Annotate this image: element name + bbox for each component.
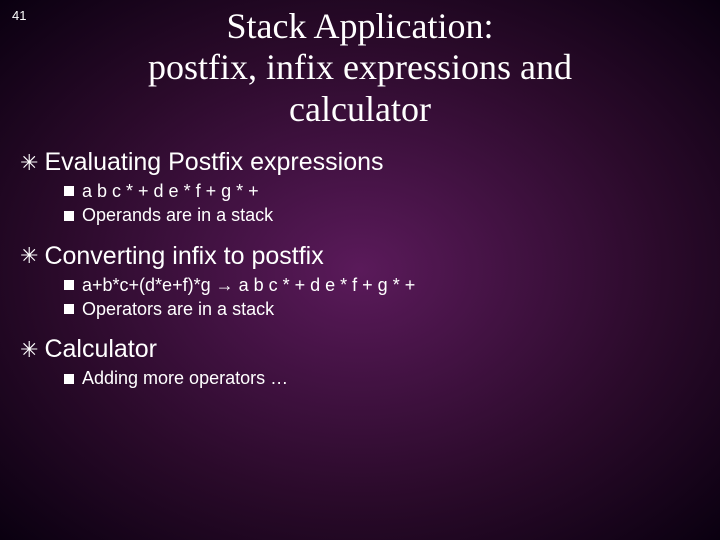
square-icon xyxy=(64,374,74,384)
subbullet-text: a b c * + d e * f + g * + xyxy=(82,179,259,203)
subbullet-text: Operands are in a stack xyxy=(82,203,273,227)
bullet-converting: ✳ Converting infix to postfix xyxy=(20,242,720,271)
bullet-label: Converting infix to postfix xyxy=(44,242,323,271)
list-item: Operands are in a stack xyxy=(64,203,720,227)
asterisk-icon: ✳ xyxy=(20,245,38,267)
square-icon xyxy=(64,211,74,221)
bullet-calculator: ✳ Calculator xyxy=(20,335,720,364)
bullet-label: Evaluating Postfix expressions xyxy=(44,148,383,177)
subbullet-text: a+b*c+(d*e+f)*g → a b c * + d e * f + g … xyxy=(82,273,415,297)
list-item: a b c * + d e * f + g * + xyxy=(64,179,720,203)
title-line-1: Stack Application: xyxy=(227,6,494,46)
slide-content: ✳ Evaluating Postfix expressions a b c *… xyxy=(0,148,720,390)
slide-number: 41 xyxy=(12,8,26,23)
subbullet-text: Adding more operators … xyxy=(82,366,288,390)
square-icon xyxy=(64,280,74,290)
asterisk-icon: ✳ xyxy=(20,152,38,174)
subbullets-calculator: Adding more operators … xyxy=(20,366,720,390)
subbullets-evaluating: a b c * + d e * f + g * + Operands are i… xyxy=(20,179,720,228)
title-line-2: postfix, infix expressions and xyxy=(148,47,572,87)
bullet-label: Calculator xyxy=(44,335,157,364)
list-item: Adding more operators … xyxy=(64,366,720,390)
subbullet-text: Operators are in a stack xyxy=(82,297,274,321)
list-item: a+b*c+(d*e+f)*g → a b c * + d e * f + g … xyxy=(64,273,720,297)
slide-title: Stack Application: postfix, infix expres… xyxy=(0,0,720,148)
list-item: Operators are in a stack xyxy=(64,297,720,321)
title-line-3: calculator xyxy=(289,89,431,129)
bullet-evaluating: ✳ Evaluating Postfix expressions xyxy=(20,148,720,177)
square-icon xyxy=(64,186,74,196)
asterisk-icon: ✳ xyxy=(20,339,38,361)
subbullets-converting: a+b*c+(d*e+f)*g → a b c * + d e * f + g … xyxy=(20,273,720,322)
square-icon xyxy=(64,304,74,314)
